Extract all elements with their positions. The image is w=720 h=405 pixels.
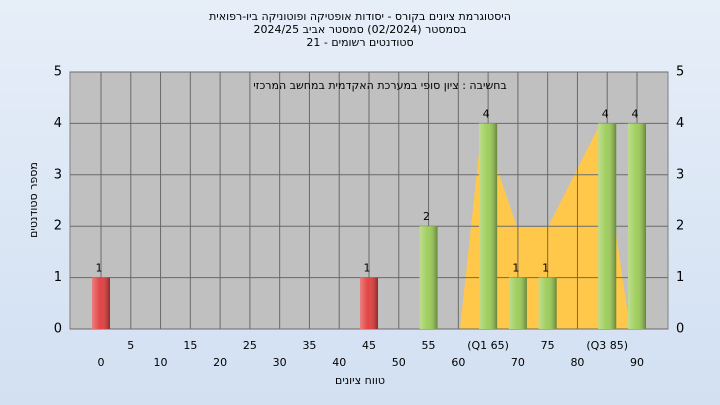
value-label: 4 bbox=[483, 107, 490, 120]
x-tick-label: 70 bbox=[511, 356, 525, 369]
title-line: סטודנטים רשומים - 21 bbox=[306, 36, 413, 49]
bar-shade bbox=[479, 123, 498, 330]
x-tick-label: 40 bbox=[332, 356, 346, 369]
y-axis-label: מספר סטודנטים bbox=[27, 162, 40, 238]
x-tick-label: 80 bbox=[570, 356, 584, 369]
y2-tick-label: 1 bbox=[676, 270, 684, 285]
bar-shade bbox=[508, 277, 527, 329]
y2-tick-label: 5 bbox=[676, 65, 684, 80]
x-axis-label: טווח ציונים bbox=[335, 374, 385, 387]
y2-tick-label: 0 bbox=[676, 322, 684, 337]
value-label: 1 bbox=[542, 262, 549, 275]
y-tick-label: 2 bbox=[54, 219, 62, 234]
y-tick-label: 3 bbox=[54, 167, 62, 182]
y-tick-label: 1 bbox=[54, 270, 62, 285]
bar-shade bbox=[538, 277, 557, 329]
x-tick-label: 5 bbox=[127, 339, 134, 352]
x-tick-label: 45 bbox=[362, 339, 376, 352]
x-tick-label: 90 bbox=[630, 356, 644, 369]
y2-tick-label: 4 bbox=[676, 116, 684, 131]
value-label: 2 bbox=[423, 210, 430, 223]
x-tick-label: 20 bbox=[213, 356, 227, 369]
bar-shade bbox=[92, 277, 110, 329]
x-tick-label: 0 bbox=[98, 356, 105, 369]
annotation: בחשיבה : ציון סופי במערכת האקדמית במחשב … bbox=[253, 79, 507, 92]
x-tick-label: 35 bbox=[302, 339, 316, 352]
y2-tick-label: 2 bbox=[676, 219, 684, 234]
value-label: 1 bbox=[96, 262, 103, 275]
bar-shade bbox=[360, 277, 378, 329]
value-label: 1 bbox=[364, 262, 371, 275]
x-tick-label: (Q3 85) bbox=[586, 339, 628, 352]
x-tick-label: 55 bbox=[422, 339, 436, 352]
y2-tick-label: 3 bbox=[676, 167, 684, 182]
bar-shade bbox=[419, 226, 438, 329]
value-label: 4 bbox=[632, 107, 639, 120]
x-tick-label: 50 bbox=[392, 356, 406, 369]
title-line: היסטוגרמת ציונים בקורס - יסודות אופטיקה … bbox=[209, 10, 511, 23]
value-label: 1 bbox=[512, 262, 519, 275]
bar-shade bbox=[628, 123, 646, 330]
x-tick-label: (Q1 65) bbox=[467, 339, 509, 352]
bar-shade bbox=[598, 123, 617, 330]
x-tick-label: 15 bbox=[183, 339, 197, 352]
x-tick-label: 30 bbox=[273, 356, 287, 369]
x-tick-label: 60 bbox=[451, 356, 465, 369]
x-tick-label: 75 bbox=[541, 339, 555, 352]
title-line: בסמסטר (02/2024) סמסטר אביב 2024/25 bbox=[253, 23, 466, 36]
y-tick-label: 0 bbox=[54, 322, 62, 337]
y-tick-label: 4 bbox=[54, 116, 62, 131]
x-tick-label: 25 bbox=[243, 339, 257, 352]
x-tick-label: 10 bbox=[154, 356, 168, 369]
value-label: 4 bbox=[602, 107, 609, 120]
y-tick-label: 5 bbox=[54, 65, 62, 80]
